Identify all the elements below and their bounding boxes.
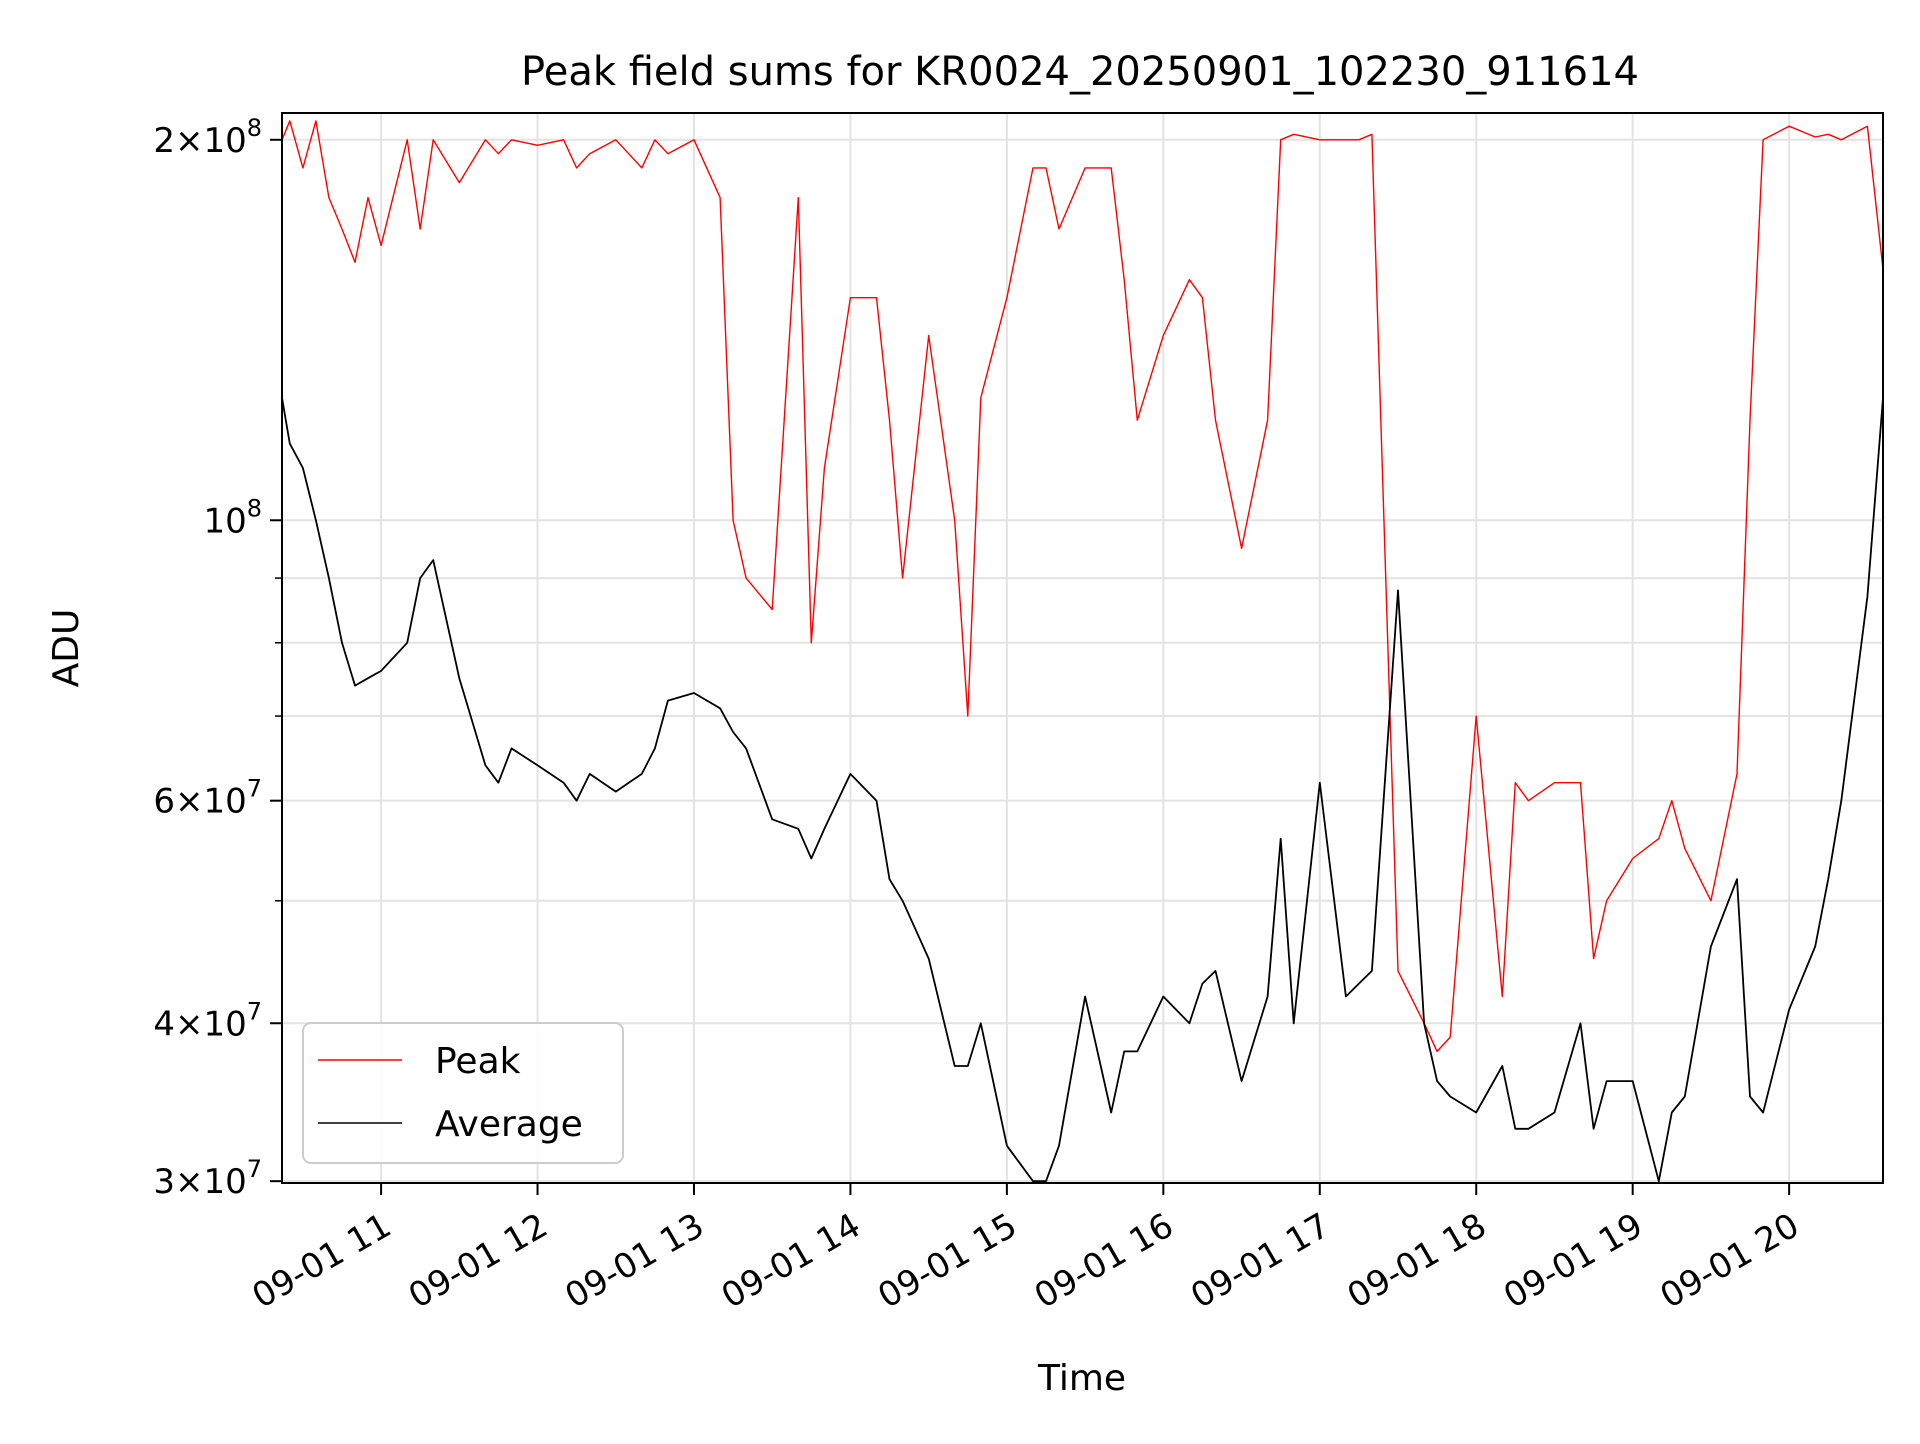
- series-line-peak: [281, 120, 1884, 1053]
- y-tick-label: 4×107: [153, 997, 262, 1044]
- y-tick-label: 108: [203, 494, 262, 541]
- y-tick-label: 6×107: [153, 775, 262, 822]
- chart-title: Peak field sums for KR0024_20250901_1022…: [521, 49, 1639, 95]
- series-line-average: [281, 397, 1884, 1183]
- legend-label-average: Average: [435, 1104, 583, 1145]
- y-tick-label: 3×107: [153, 1155, 262, 1202]
- y-tick-label: 2×108: [153, 114, 262, 161]
- grid-lines: [282, 113, 1883, 1183]
- y-axis-ticks: 3×107 4×107 6×107 108 2×108: [153, 114, 282, 1202]
- legend-label-peak: Peak: [435, 1041, 521, 1082]
- x-axis-label: Time: [1037, 1358, 1126, 1399]
- y-axis-label: ADU: [46, 609, 87, 688]
- plot-frame: [281, 112, 1884, 1184]
- legend-box: [302, 1022, 624, 1164]
- series-lines: [281, 120, 1884, 1183]
- legend: Peak Average: [302, 1022, 624, 1164]
